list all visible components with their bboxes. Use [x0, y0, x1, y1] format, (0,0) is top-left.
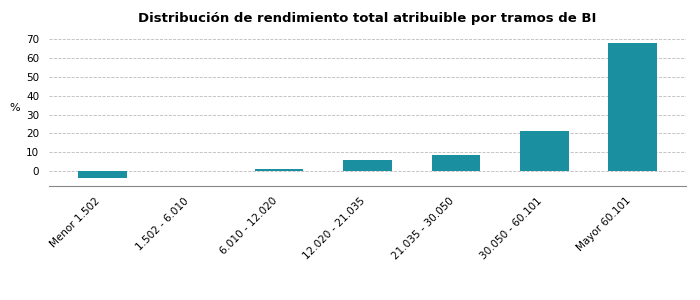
Bar: [78, 171, 127, 178]
Bar: [520, 131, 568, 171]
Bar: [343, 160, 392, 171]
Title: Distribución de rendimiento total atribuible por tramos de BI: Distribución de rendimiento total atribu…: [139, 12, 596, 25]
Bar: [432, 155, 480, 171]
Bar: [608, 43, 657, 171]
Bar: [255, 169, 303, 171]
Y-axis label: %: %: [10, 103, 20, 113]
